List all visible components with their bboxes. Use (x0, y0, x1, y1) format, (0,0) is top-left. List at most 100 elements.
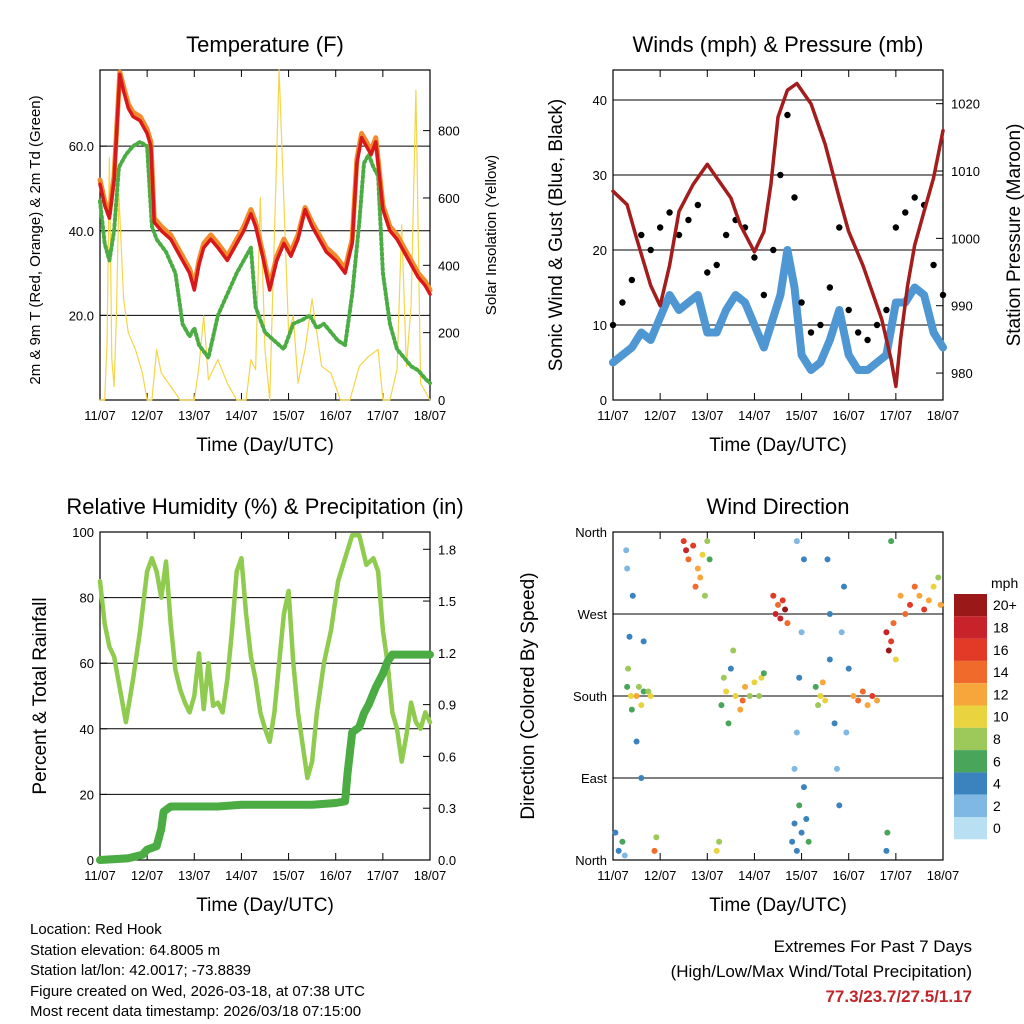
direction-point (883, 847, 890, 854)
winds-y-tick-label: 0 (600, 393, 607, 408)
direction-point (791, 820, 798, 827)
direction-point (897, 592, 904, 599)
direction-point (638, 775, 645, 781)
temperature-ylabel: 2m & 9m T (Red, Orange) & 2m Td (Green) (27, 95, 44, 384)
direction-point (624, 683, 631, 690)
colorbar-label: 2 (993, 798, 1001, 814)
gust-point (836, 224, 843, 231)
direction-point (739, 697, 746, 704)
direction-point (621, 852, 628, 859)
gust-point (666, 209, 673, 216)
direction-point (838, 629, 845, 636)
direction-ylabel: Direction (Colored By Speed) (518, 572, 539, 819)
direction-point (704, 538, 711, 545)
temperature-title: Temperature (F) (186, 32, 344, 57)
gust-point (817, 321, 824, 329)
winds-xlabel: Time (Day/UTC) (709, 435, 847, 456)
humidity-y-tick-label: 80 (80, 591, 94, 606)
gust-point (911, 194, 918, 201)
gust-point (864, 336, 871, 344)
gust-point (694, 201, 702, 209)
winds-x-tick-label: 15/07 (785, 408, 818, 423)
wind_direction-x-tick-label: 13/07 (691, 868, 724, 883)
direction-point (784, 620, 791, 627)
direction-point (883, 629, 890, 636)
direction-point (793, 538, 800, 545)
direction-point (727, 665, 734, 672)
direction-point (640, 688, 647, 695)
extremes-title: Extremes For Past 7 Days (773, 937, 972, 956)
speed-colorbar: mph 20+ 18 16 14 12 10 8 6 4 2 0 (954, 575, 1018, 840)
direction-point (890, 620, 897, 627)
humidity-ylabel: Percent & Total Rainfall (30, 597, 51, 794)
direction-point (888, 638, 895, 645)
colorbar-swatch (954, 616, 987, 639)
winds-y2-tick-label: 990 (951, 299, 973, 314)
colorbar-label: 20+ (993, 597, 1017, 613)
temperature-plot-frame (99, 69, 431, 401)
gust-point (854, 329, 862, 336)
direction-point (800, 784, 807, 791)
winds-ylabel: Sonic Wind & Gust (Blue, Black) (546, 99, 567, 371)
winds-x-tick-label: 17/07 (880, 408, 913, 423)
wind_direction-y-tick-label: East (581, 771, 607, 786)
gust-point (628, 276, 636, 284)
direction-point (635, 683, 642, 690)
wind_direction-title: Wind Direction (706, 494, 849, 519)
winds-x-tick-label: 18/07 (927, 408, 960, 423)
colorbar-label: 6 (993, 753, 1001, 769)
colorbar-swatch (954, 683, 987, 706)
direction-point (796, 802, 803, 809)
wind_direction-y-tick-label: North (575, 525, 607, 540)
temperature-x-tick-label: 16/07 (319, 408, 352, 423)
colorbar-label: 16 (993, 642, 1009, 658)
winds-y-tick-label: 20 (593, 243, 607, 258)
humidity-y2-tick-label: 0.0 (438, 853, 456, 868)
direction-point (935, 574, 942, 581)
direction-point (791, 765, 798, 772)
humidity-x-tick-label: 14/07 (225, 868, 258, 883)
direction-point (697, 574, 704, 581)
direction-point (822, 697, 829, 704)
humidity-xlabel: Time (Day/UTC) (196, 895, 334, 916)
direction-point (713, 847, 720, 854)
direction-point (793, 847, 800, 854)
gust-point (791, 194, 798, 201)
gust-point (845, 306, 852, 314)
direction-point (770, 592, 777, 599)
latlon-text: Station lat/lon: 42.0017; -73.8839 (30, 962, 252, 979)
direction-point (800, 556, 807, 563)
temperature-x-tick-label: 13/07 (178, 408, 211, 423)
direction-point (925, 597, 932, 604)
direction-point (911, 583, 918, 590)
humidity-x-tick-label: 15/07 (272, 868, 305, 883)
direction-point (845, 665, 852, 672)
direction-point (725, 720, 732, 727)
direction-point (833, 765, 840, 772)
gust-point (638, 231, 645, 239)
direction-point (831, 720, 838, 727)
direction-point (756, 693, 763, 699)
colorbar-swatch (954, 817, 987, 840)
direction-point (730, 647, 737, 654)
direction-point (651, 847, 658, 854)
temperature-x-tick-label: 15/07 (272, 408, 305, 423)
humidity-y-tick-label: 20 (80, 787, 94, 802)
wind_direction-x-tick-label: 15/07 (785, 868, 818, 883)
direction-point (624, 565, 631, 572)
colorbar-label: 0 (993, 820, 1001, 836)
direction-point (812, 683, 819, 690)
colorbar-label: 8 (993, 731, 1001, 747)
direction-point (836, 802, 843, 809)
direction-point (742, 683, 748, 690)
temperature-panel: 11/07 12/07 13/07 14/07 15/07 16/07 17/07 18/07… (27, 32, 500, 456)
direction-point (796, 674, 803, 681)
direction-point (779, 597, 786, 604)
humidity-y2-tick-label: 0.6 (438, 749, 456, 764)
temp-2m-line (98, 72, 432, 296)
direction-point (817, 693, 824, 699)
wind_direction-y-tick-label: North (575, 853, 607, 868)
direction-point (888, 538, 895, 545)
direction-point (798, 629, 805, 636)
humidity-y2-tick-label: 1.2 (438, 646, 456, 661)
